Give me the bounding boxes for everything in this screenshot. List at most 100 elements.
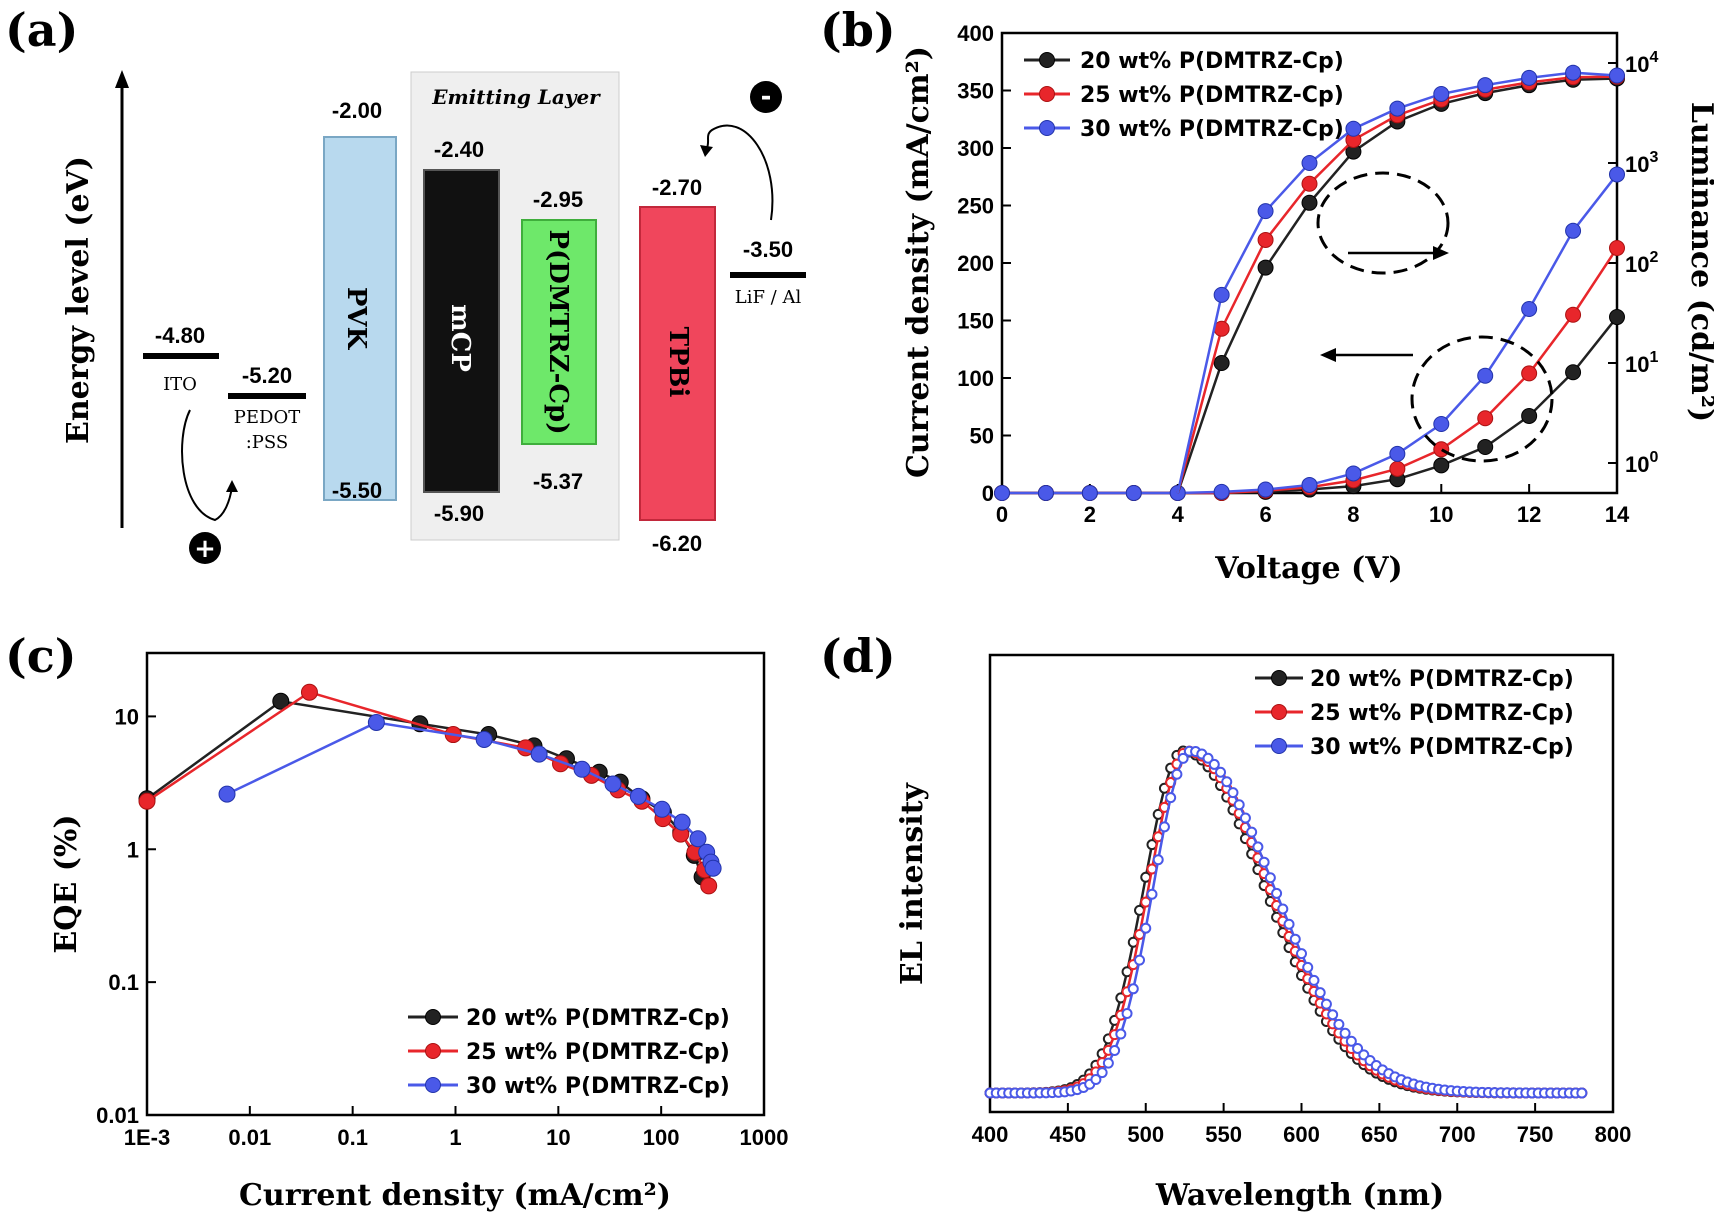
- c-ytick-label-3: 10: [115, 704, 139, 729]
- b-current-point-30wt-11: [1477, 367, 1494, 384]
- b-ytick-label-6: 300: [957, 136, 994, 161]
- panel-d-label: (d): [820, 629, 896, 683]
- b-luminance-point-30wt-2: [1301, 155, 1318, 171]
- b-current-point-30wt-1: [1037, 485, 1054, 501]
- c-point-30wt-8: [673, 813, 691, 831]
- b-current-point-30wt-2: [1081, 485, 1098, 501]
- c-xtick-label-3: 1: [449, 1125, 461, 1150]
- tpbi-homo: -6.20: [652, 531, 702, 556]
- b-ytick-label-8: 400: [957, 21, 994, 46]
- panel-d-series: [984, 745, 1588, 1099]
- c-point-30wt-12: [704, 859, 722, 877]
- current-arrowhead: [1320, 348, 1336, 362]
- b-ytick-label-0: 0: [982, 481, 994, 506]
- hole-plus-icon: [189, 532, 221, 564]
- b-luminance-point-30wt-1: [1257, 203, 1274, 220]
- legend-c-25wt: 25 wt% P(DMTRZ-Cp): [466, 1040, 730, 1065]
- legend-b-marker-30wt: [1039, 120, 1055, 136]
- b-current-point-25wt-10: [1433, 441, 1450, 458]
- lifal-label: LiF / Al: [735, 287, 802, 308]
- legend-d-20wt: 20 wt% P(DMTRZ-Cp): [1310, 667, 1574, 692]
- emitter-label: P(DMTRZ-Cp): [543, 229, 573, 434]
- d-point-30wt-55: [1327, 1009, 1339, 1021]
- d-point-30wt-48: [1283, 918, 1295, 930]
- d-xtick-label-1: 450: [1050, 1122, 1087, 1147]
- b-current-point-30wt-3: [1125, 485, 1142, 501]
- b-current-point-30wt-7: [1301, 476, 1318, 493]
- panel-d-legend: 20 wt% P(DMTRZ-Cp) 25 wt% P(DMTRZ-Cp) 30…: [1255, 667, 1574, 760]
- d-point-30wt-53: [1314, 987, 1326, 999]
- b-luminance-point-30wt-0: [1213, 286, 1230, 303]
- legend-b-marker-25wt: [1039, 86, 1055, 102]
- d-point-30wt-21: [1115, 1028, 1127, 1040]
- emitter-lumo: -2.95: [533, 187, 583, 212]
- legend-b-marker-20wt: [1039, 52, 1055, 68]
- pvk-bar: [323, 136, 397, 501]
- d-point-30wt-39: [1227, 787, 1239, 799]
- d-point-30wt-31: [1177, 752, 1189, 764]
- b-luminance-point-30wt-5: [1433, 85, 1450, 102]
- d-xtick-label-0: 400: [972, 1122, 1009, 1147]
- d-point-30wt-26: [1146, 888, 1158, 900]
- hole-injection-arrow: [181, 409, 233, 522]
- electron-injection-arrow: [706, 124, 774, 221]
- tpbi-bar: [639, 206, 716, 521]
- panel-b: (b) 0 2 4 6 8 10 12 14 0 50 100 150 200 250 300 350 400 1…: [820, 3, 1714, 586]
- b-y2tick-label-2: 102: [1625, 249, 1658, 277]
- b-luminance-point-25wt-1: [1257, 231, 1274, 248]
- d-point-30wt-95: [1576, 1087, 1588, 1099]
- legend-d-marker-25wt: [1271, 704, 1287, 720]
- legend-d-25wt: 25 wt% P(DMTRZ-Cp): [1310, 701, 1574, 726]
- b-luminance-point-30wt-7: [1521, 69, 1538, 86]
- d-point-30wt-59: [1352, 1042, 1364, 1054]
- b-ytick-label-1: 50: [970, 424, 994, 449]
- c-point-25wt-0: [138, 792, 156, 810]
- legend-d-30wt: 30 wt% P(DMTRZ-Cp): [1310, 735, 1574, 760]
- panel-b-series: [994, 64, 1625, 501]
- legend-b-25wt: 25 wt% P(DMTRZ-Cp): [1080, 83, 1344, 108]
- d-point-30wt-41: [1239, 812, 1251, 824]
- panel-a: (a) Energy level (eV) Emitting Layer -4.…: [5, 3, 806, 564]
- b-luminance-point-20wt-2: [1301, 194, 1318, 211]
- b-current-point-20wt-10: [1433, 457, 1450, 474]
- d-point-30wt-23: [1127, 983, 1139, 995]
- d-xtick-label-6: 700: [1439, 1122, 1476, 1147]
- c-ytick-label-0: 0.01: [96, 1103, 139, 1128]
- electron-arrowhead: [700, 145, 713, 157]
- d-point-30wt-20: [1109, 1044, 1121, 1056]
- panel-b-legend: 20 wt% P(DMTRZ-Cp) 25 wt% P(DMTRZ-Cp) 30…: [1024, 49, 1344, 142]
- d-point-30wt-35: [1202, 752, 1214, 764]
- pedot-level-value: -5.20: [242, 363, 292, 388]
- lifal-level: [730, 272, 806, 278]
- panel-b-ylabel: Current density (mA/cm²): [901, 46, 936, 478]
- b-current-point-30wt-9: [1389, 445, 1406, 462]
- pedot-label-line2: :PSS: [246, 432, 289, 453]
- b-xtick-label-3: 6: [1259, 502, 1271, 527]
- b-current-point-30wt-14: [1609, 166, 1625, 183]
- b-current-point-25wt-12: [1521, 365, 1538, 382]
- d-point-30wt-17: [1090, 1073, 1102, 1085]
- c-point-30wt-5: [604, 775, 622, 793]
- panel-c-ylabel: EQE (%): [49, 814, 84, 953]
- mcp-label: mCP: [445, 304, 475, 372]
- b-xtick-label-5: 10: [1429, 502, 1453, 527]
- panel-a-label: (a): [5, 3, 78, 57]
- legend-d-marker-30wt: [1271, 738, 1287, 754]
- b-y2tick-label-3: 103: [1625, 149, 1658, 177]
- d-point-30wt-19: [1102, 1057, 1114, 1069]
- b-current-point-30wt-12: [1521, 301, 1538, 317]
- c-xtick-label-6: 1000: [740, 1125, 789, 1150]
- panel-c-series: [138, 683, 722, 895]
- d-point-30wt-45: [1264, 872, 1276, 884]
- current-group-ellipse: [1410, 335, 1554, 463]
- d-point-30wt-46: [1271, 887, 1283, 899]
- legend-d-marker-20wt: [1271, 670, 1287, 686]
- c-xtick-label-1: 0.01: [228, 1125, 271, 1150]
- b-xtick-label-2: 4: [1172, 502, 1185, 527]
- d-point-30wt-44: [1258, 856, 1270, 868]
- lifal-level-value: -3.50: [743, 237, 793, 262]
- tpbi-label: TPBi: [663, 327, 693, 398]
- d-xtick-label-2: 500: [1127, 1122, 1164, 1147]
